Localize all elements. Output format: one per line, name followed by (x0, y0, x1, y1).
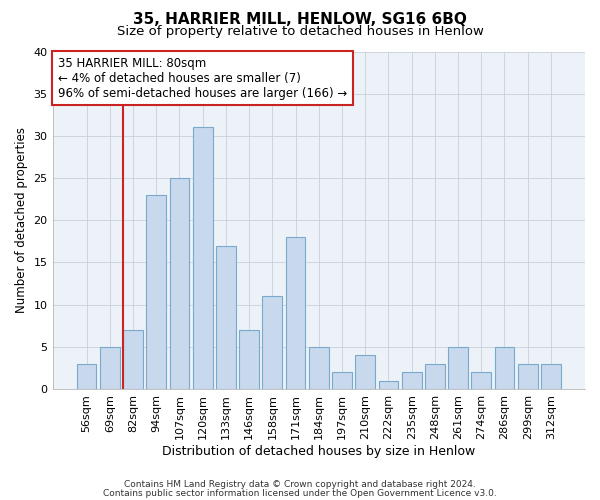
Bar (123, 330, 143, 389)
Bar (146, 195, 166, 389)
Text: 35 HARRIER MILL: 80sqm
← 4% of detached houses are smaller (7)
96% of semi-detac: 35 HARRIER MILL: 80sqm ← 4% of detached … (58, 56, 347, 100)
Bar (239, 330, 259, 389)
Y-axis label: Number of detached properties: Number of detached properties (15, 127, 28, 313)
Bar (355, 355, 375, 389)
Bar (286, 237, 305, 389)
Bar (309, 347, 329, 389)
Bar (216, 246, 236, 389)
Bar (262, 296, 282, 389)
Bar (518, 364, 538, 389)
Bar (170, 178, 190, 389)
Bar (541, 364, 561, 389)
Bar (448, 347, 468, 389)
Bar (494, 347, 514, 389)
Bar (77, 364, 97, 389)
Bar (472, 372, 491, 389)
Text: Contains HM Land Registry data © Crown copyright and database right 2024.: Contains HM Land Registry data © Crown c… (124, 480, 476, 489)
X-axis label: Distribution of detached houses by size in Henlow: Distribution of detached houses by size … (162, 444, 475, 458)
Bar (332, 372, 352, 389)
Bar (100, 347, 119, 389)
Bar (402, 372, 422, 389)
Text: Contains public sector information licensed under the Open Government Licence v3: Contains public sector information licen… (103, 488, 497, 498)
Text: 35, HARRIER MILL, HENLOW, SG16 6BQ: 35, HARRIER MILL, HENLOW, SG16 6BQ (133, 12, 467, 28)
Bar (379, 380, 398, 389)
Bar (193, 128, 212, 389)
Bar (425, 364, 445, 389)
Text: Size of property relative to detached houses in Henlow: Size of property relative to detached ho… (116, 25, 484, 38)
